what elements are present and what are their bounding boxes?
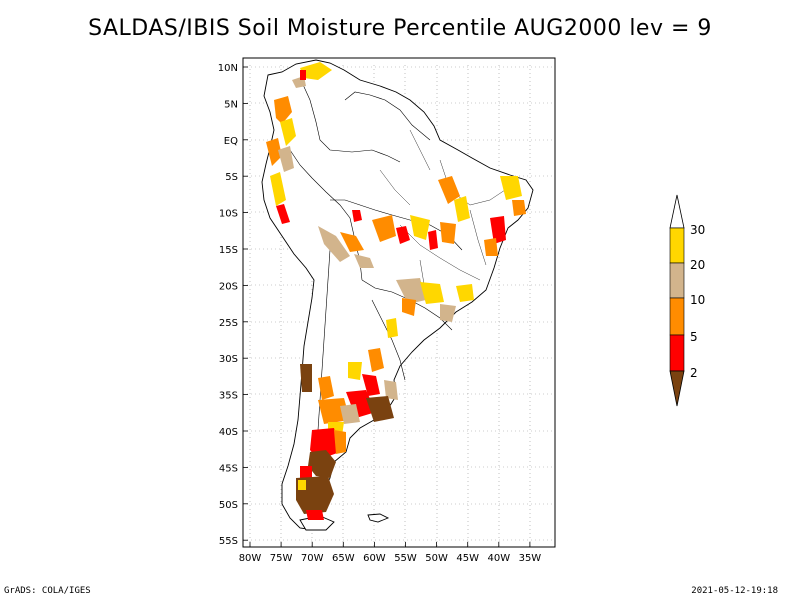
x-tick-label-75w: 75W [270, 553, 293, 564]
shade-d2b48c [384, 380, 398, 400]
y-tick-label-20s: 20S [219, 281, 238, 292]
shade-ff0000 [352, 210, 362, 222]
shade-ff8c00 [274, 96, 292, 124]
y-tick-label-5s: 5S [225, 172, 238, 183]
legend-label-30: 30 [690, 223, 705, 237]
legend-above-30-triangle [669, 194, 685, 229]
shade-d2b48c [318, 226, 350, 262]
shade-ff8c00 [438, 176, 460, 204]
shade-ff0000 [300, 70, 306, 80]
y-tick-label-10n: 10N [218, 63, 238, 74]
x-axis-ticks: 80W 75W 70W 65W 60W 55W 50W 45W 40W 35W [239, 542, 542, 564]
legend-swatch-5-10 [669, 297, 685, 336]
shade-ffd700 [298, 480, 306, 490]
y-tick-label-eq: EQ [224, 136, 238, 147]
shade-ff0000 [276, 204, 290, 224]
shade-ffd700 [280, 118, 296, 146]
y-axis-ticks: 10N 5N EQ 5S 10S 15S 20S 25S 30S 35S 40S 45S 50S 55S [218, 63, 248, 547]
x-tick-label-35w: 35W [519, 553, 542, 564]
shade-ffd700 [410, 215, 430, 240]
shade-d2b48c [396, 278, 426, 304]
footer-timestamp: 2021-05-12-19:18 [691, 586, 778, 596]
shade-ff8c00 [512, 200, 526, 216]
shade-ff8c00 [372, 215, 396, 242]
legend-label-5: 5 [690, 330, 698, 344]
shade-ffd700 [500, 176, 522, 200]
shade-7a4210 [308, 450, 336, 478]
y-tick-label-55s: 55S [219, 536, 238, 547]
shade-ff0000 [396, 226, 410, 244]
y-tick-label-10s: 10S [219, 209, 238, 220]
shade-ff8c00 [440, 222, 456, 244]
shade-ff8c00 [340, 232, 364, 252]
shade-ff0000 [490, 216, 506, 244]
legend-swatch-20-30 [669, 227, 685, 264]
shade-7a4210 [300, 364, 312, 392]
x-tick-label-50w: 50W [425, 553, 448, 564]
shade-ffd700 [348, 362, 362, 380]
legend-label-2: 2 [690, 366, 698, 380]
legend: 30 20 10 5 2 [669, 194, 705, 407]
y-tick-label-45s: 45S [219, 463, 238, 474]
y-tick-label-25s: 25S [219, 318, 238, 329]
y-tick-label-5n: 5N [224, 99, 238, 110]
shade-ff8c00 [318, 398, 350, 424]
shade-7a4210 [366, 396, 394, 422]
y-tick-label-15s: 15S [219, 245, 238, 256]
legend-below-2-triangle [669, 370, 685, 407]
x-tick-label-60w: 60W [363, 553, 386, 564]
legend-swatch-2-5 [669, 334, 685, 372]
x-tick-label-40w: 40W [487, 553, 510, 564]
shade-ffd700 [420, 282, 444, 304]
soil-moisture-shading [266, 62, 526, 520]
page-title: SALDAS/IBIS Soil Moisture Percentile AUG… [88, 16, 712, 41]
y-tick-label-50s: 50S [219, 500, 238, 511]
falkland-islands [367, 513, 390, 523]
y-tick-label-35s: 35S [219, 391, 238, 402]
shade-ffd700 [454, 196, 470, 222]
shade-ffd700 [456, 284, 474, 302]
shade-ff0000 [428, 230, 438, 250]
x-tick-label-70w: 70W [301, 553, 324, 564]
x-tick-label-55w: 55W [394, 553, 417, 564]
shade-ff0000 [300, 466, 312, 480]
shade-d2b48c [340, 404, 360, 424]
shade-ff8c00 [334, 430, 346, 454]
y-tick-label-40s: 40S [219, 427, 238, 438]
shade-ffd700 [270, 172, 286, 206]
continent-outline [261, 59, 534, 531]
legend-label-10: 10 [690, 293, 705, 307]
legend-label-20: 20 [690, 258, 705, 272]
shade-ff8c00 [368, 348, 384, 372]
plot-frame [242, 57, 556, 548]
shade-ff0000 [306, 510, 324, 520]
shade-d2b48c [440, 304, 456, 322]
shade-ff8c00 [484, 238, 498, 256]
shade-d2b48c [278, 146, 294, 172]
shade-ff8c00 [318, 376, 334, 400]
shade-ffd700 [386, 318, 398, 338]
shade-ff8c00 [266, 138, 282, 166]
x-tick-label-45w: 45W [456, 553, 479, 564]
shade-ff0000 [362, 374, 380, 396]
south-america-landmass [261, 59, 534, 531]
shade-ff8c00 [402, 298, 416, 316]
x-tick-label-80w: 80W [239, 553, 262, 564]
footer-credit: GrADS: COLA/IGES [4, 586, 91, 596]
y-tick-label-30s: 30S [219, 354, 238, 365]
x-tick-label-65w: 65W [332, 553, 355, 564]
shade-ffd700 [300, 62, 332, 80]
shade-d2b48c [354, 254, 374, 268]
legend-swatch-10-20 [669, 262, 685, 299]
